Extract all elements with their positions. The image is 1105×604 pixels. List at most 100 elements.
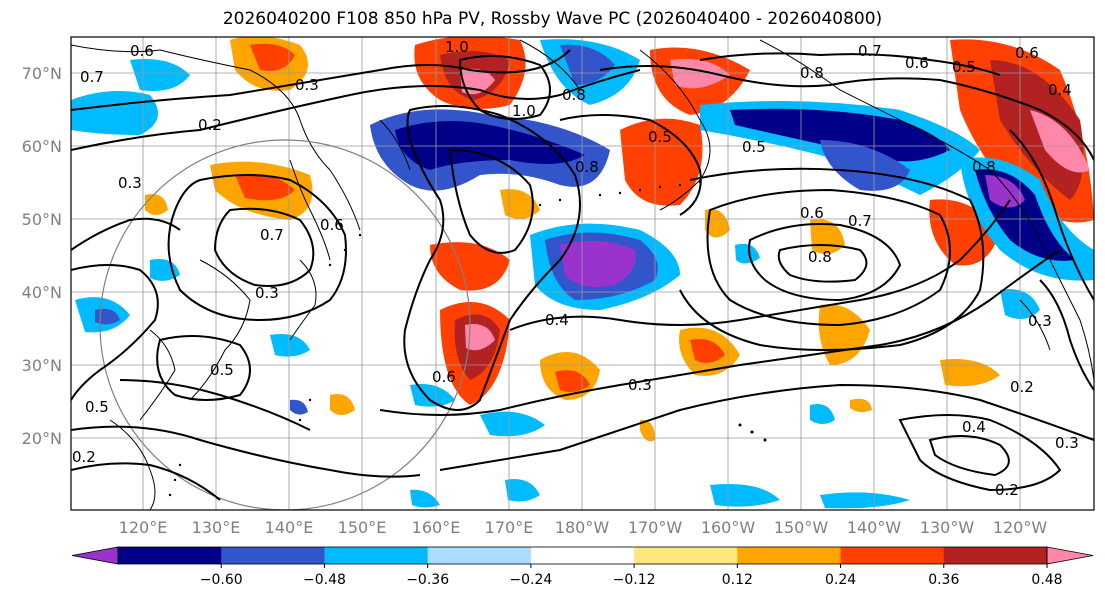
lon-label: 130°W: [920, 518, 975, 537]
pv-anomaly-positive: [850, 398, 872, 413]
contour-label: 0.8: [800, 64, 824, 82]
contour-label: 0.6: [1015, 44, 1039, 62]
coastlines: [71, 39, 1094, 510]
lon-label: 170°W: [628, 518, 683, 537]
lat-label: 30°N: [22, 356, 62, 375]
map-frame: [70, 36, 1095, 511]
pv-anomaly-positive: [940, 359, 1000, 387]
contour-label: 0.3: [118, 174, 142, 192]
pv-anomaly-negative: [560, 241, 636, 288]
pv-anomaly-negative: [730, 108, 950, 162]
pv-anomaly-positive: [620, 118, 703, 206]
contour-label: 1.0: [512, 102, 536, 120]
contour-label: 0.4: [1048, 81, 1072, 99]
lat-label: 60°N: [22, 137, 62, 156]
contour-label: 0.3: [295, 76, 319, 94]
colorbar-segment: [737, 547, 842, 564]
pv-anomaly-negative: [395, 121, 585, 170]
colorbar-segment: [118, 547, 222, 564]
pv-anomaly-negative: [480, 411, 545, 437]
lon-label: 120°W: [993, 518, 1048, 537]
longitude-labels: 120°E 130°E 140°E 150°E 160°E 170°E 180°…: [119, 518, 1048, 537]
colorbar: −0.60 −0.48 −0.36 −0.24 −0.12 0.12 0.24 0.36 0.4…: [71, 546, 1094, 588]
contour-label: 0.7: [848, 212, 872, 230]
contour-label: 0.3: [255, 284, 279, 302]
colorbar-tick-label: −0.36: [406, 572, 449, 588]
contour-label: 0.7: [80, 68, 104, 86]
contour-label: 0.5: [210, 361, 234, 379]
pv-anomaly-positive: [555, 370, 590, 393]
lon-label: 150°W: [774, 518, 829, 537]
pv-anomaly-positive: [690, 339, 725, 364]
contour-label: 0.3: [1028, 312, 1052, 330]
colorbar-segment: [530, 547, 635, 564]
contour-label: 0.8: [575, 158, 599, 176]
contour-label: 0.5: [952, 58, 976, 76]
contour-label: 0.2: [198, 116, 222, 134]
colorbar-tick-label: 0.12: [722, 572, 753, 588]
colorbar-tick-label: 0.24: [825, 572, 856, 588]
pv-anomaly-negative: [820, 492, 910, 509]
colorbar-segment: [840, 547, 945, 564]
contour-label: 0.6: [130, 42, 154, 60]
pv-anomaly-positive: [235, 174, 295, 201]
range-circle: [99, 139, 471, 510]
latitude-labels: 70°N 60°N 50°N 40°N 30°N 20°N: [22, 64, 62, 448]
lat-label: 40°N: [22, 283, 62, 302]
pv-anomaly-negative: [71, 91, 158, 135]
lon-label: 120°E: [119, 518, 168, 537]
contour-label: 0.7: [260, 226, 284, 244]
pv-anomaly-negative: [150, 259, 180, 281]
pv-anomaly-positive: [145, 194, 168, 215]
contour-label: 0.3: [1055, 434, 1079, 452]
colorbar-segment: [634, 547, 738, 564]
lon-label: 160°E: [412, 518, 461, 537]
contour-label: 0.3: [628, 376, 652, 394]
colorbar-segment: [221, 547, 325, 564]
contour-label: 0.5: [648, 128, 672, 146]
lon-label: 140°W: [847, 518, 902, 537]
colorbar-tick-label: −0.48: [303, 572, 346, 588]
pv-anomaly-positive: [990, 60, 1084, 200]
pv-anomaly-negative: [410, 489, 440, 508]
contour-label: 0.6: [320, 216, 344, 234]
pv-anomaly-negative: [810, 404, 835, 424]
colorbar-segment: [427, 547, 532, 564]
colorbar-tick-label: 0.48: [1031, 572, 1062, 588]
pv-anomaly-positive: [430, 242, 510, 291]
pv-anomaly-negative: [290, 399, 308, 415]
contour-label: 1.0: [445, 38, 469, 56]
colorbar-segment: [324, 547, 429, 564]
pv-anomaly-positive: [250, 43, 295, 71]
lon-label: 160°W: [701, 518, 756, 537]
pv-anomaly-negative: [560, 44, 615, 85]
pv-anomaly-positive: [670, 59, 730, 89]
contour-label: 0.8: [972, 158, 996, 176]
colorbar-tick-label: −0.12: [613, 572, 656, 588]
lon-label: 130°E: [192, 518, 241, 537]
pv-anomaly-positive: [640, 419, 655, 442]
pv-anomaly-negative: [95, 308, 120, 325]
contour-label: 0.5: [85, 398, 109, 416]
pv-anomaly-negative: [820, 140, 910, 191]
colorbar-frame: [117, 546, 1048, 565]
pv-anomaly-negative: [130, 59, 190, 91]
pv-anomaly-negative: [735, 243, 760, 264]
colorbar-tick-label: −0.24: [509, 572, 552, 588]
contour-label: 0.6: [800, 204, 824, 222]
pv-anomaly-positive: [465, 324, 495, 351]
colorbar-tick-label: −0.60: [200, 572, 243, 588]
lon-label: 150°E: [338, 518, 387, 537]
colorbar-segment: [943, 547, 1048, 564]
contour-label: 0.8: [808, 248, 832, 266]
pv-anomaly-negative: [505, 479, 540, 502]
colorbar-extend-max: [1046, 546, 1094, 565]
contour-label: 0.2: [1010, 378, 1034, 396]
lon-label: 140°E: [265, 518, 314, 537]
contour-label: 0.4: [962, 418, 986, 436]
lat-label: 50°N: [22, 210, 62, 229]
contour-label: 0.5: [742, 138, 766, 156]
pv-anomaly-positive: [500, 189, 540, 219]
map-panel: 0.7 0.6 0.3 0.2 0.3 0.7 0.6 1.0 1.0 0.8 …: [70, 36, 1095, 511]
